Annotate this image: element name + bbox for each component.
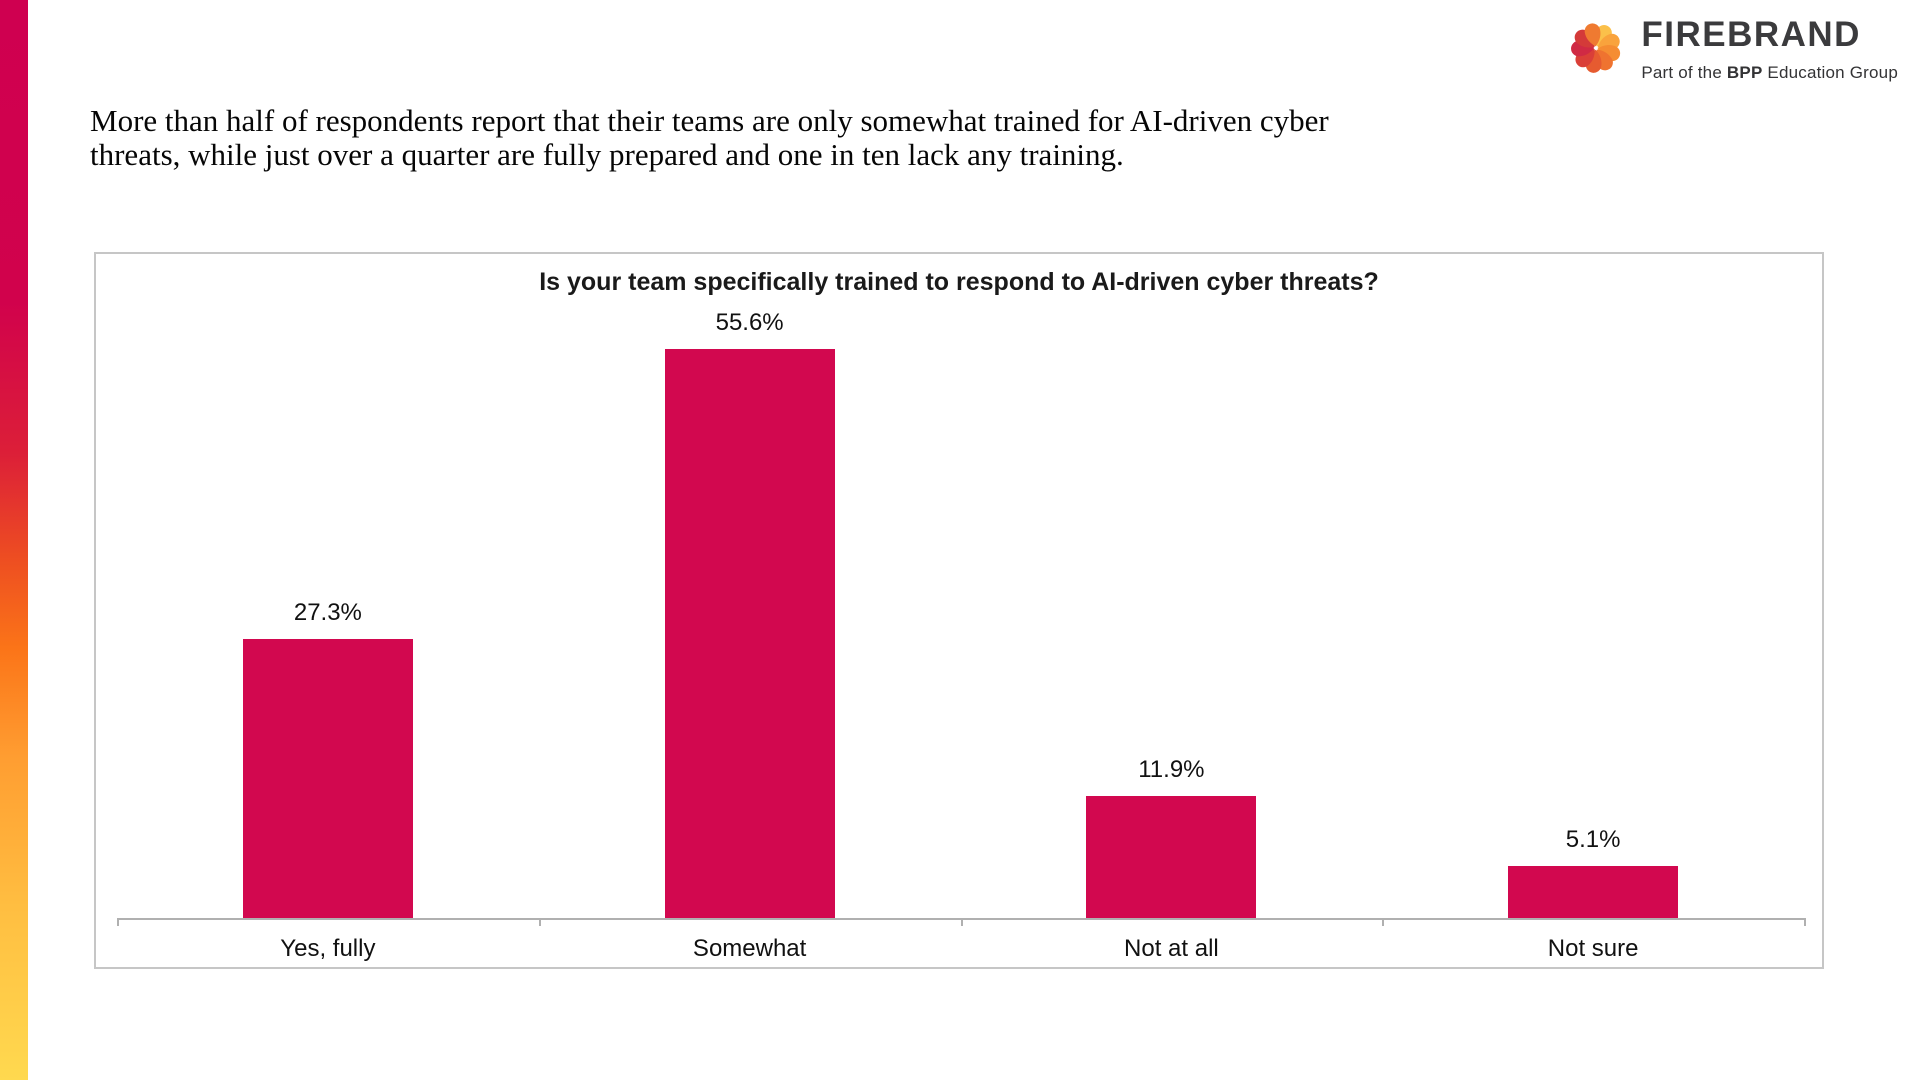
category-label-yes-fully: Yes, fully [280, 935, 376, 962]
brand-name: FIREBRAND [1641, 15, 1861, 54]
x-axis-tick [538, 918, 541, 926]
category-label-somewhat: Somewhat [692, 935, 807, 962]
x-axis-tick [117, 918, 119, 926]
left-accent-gradient-bar [0, 0, 28, 1080]
bar-not-at-all [1086, 796, 1257, 918]
firebrand-logo: FIREBRAND Part of the BPP Education Grou… [1565, 13, 1898, 83]
x-axis-tick [1804, 918, 1806, 926]
headline-line-1: More than half of respondents report tha… [90, 103, 1329, 138]
brand-tagline: Part of the BPP Education Group [1641, 63, 1898, 82]
firebrand-swirl-icon [1571, 23, 1621, 73]
logo-petal [1597, 44, 1621, 62]
value-label-yes-fully: 27.3% [293, 598, 362, 626]
x-axis-tick [1382, 918, 1385, 926]
bar-yes-fully [242, 638, 413, 918]
value-label-not-at-all: 11.9% [1138, 756, 1205, 784]
bar-somewhat [664, 349, 835, 918]
headline-line-2: threats, while just over a quarter are f… [90, 137, 1124, 172]
logo-petal [1585, 23, 1601, 47]
bar-chart-card: Is your team specifically trained to res… [94, 252, 1824, 969]
value-label-somewhat: 55.6% [715, 309, 784, 336]
category-label-not-sure: Not sure [1547, 935, 1639, 962]
headline-text: More than half of respondents report tha… [90, 104, 1590, 172]
value-label-not-sure: 5.1% [1565, 825, 1621, 853]
category-label-not-at-all: Not at all [1124, 935, 1219, 962]
x-axis-tick [960, 918, 963, 926]
chart-title: Is your team specifically trained to res… [539, 268, 1379, 296]
bar-not-sure [1508, 865, 1679, 918]
